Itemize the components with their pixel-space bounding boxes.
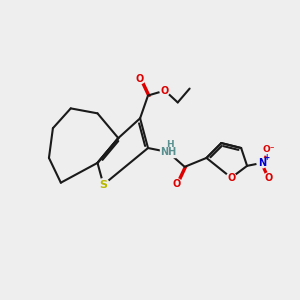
Bar bbox=[160, 147, 176, 157]
Text: O: O bbox=[265, 173, 273, 183]
Circle shape bbox=[172, 179, 182, 189]
Text: +: + bbox=[263, 153, 269, 162]
Text: O: O bbox=[161, 85, 169, 96]
Text: O: O bbox=[227, 173, 236, 183]
Text: O⁻: O⁻ bbox=[262, 146, 275, 154]
Text: O: O bbox=[136, 74, 144, 84]
Circle shape bbox=[135, 74, 145, 84]
Text: H: H bbox=[166, 140, 174, 148]
Text: N: N bbox=[258, 158, 266, 168]
Circle shape bbox=[160, 85, 170, 95]
Circle shape bbox=[98, 179, 110, 190]
Circle shape bbox=[226, 173, 236, 183]
Text: S: S bbox=[99, 180, 107, 190]
Circle shape bbox=[264, 173, 274, 183]
Text: NH: NH bbox=[160, 147, 176, 157]
Circle shape bbox=[257, 158, 267, 168]
Circle shape bbox=[263, 144, 275, 156]
Text: O: O bbox=[172, 179, 181, 189]
